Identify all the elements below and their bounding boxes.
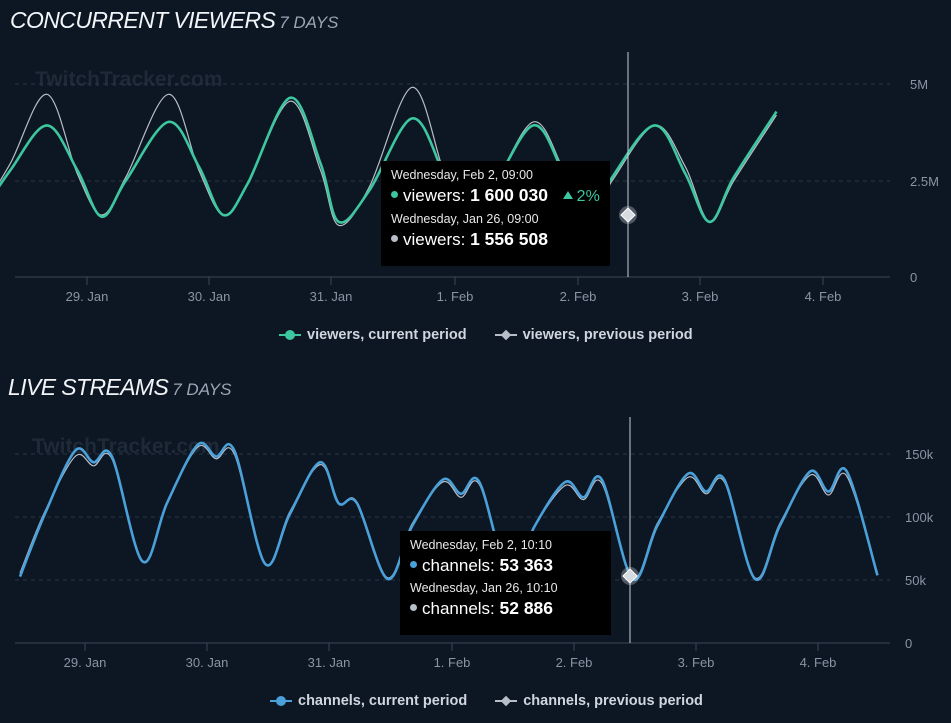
watermark-text: TwitchTracker.com (32, 435, 220, 458)
tooltip-current-row: viewers: 1 600 030 2% (391, 183, 600, 209)
viewers-chart-title: CONCURRENT VIEWERS 7 DAYS (10, 7, 338, 34)
tooltip-previous-label: viewers: (403, 230, 471, 249)
chart-title-period: 7 DAYS (279, 13, 339, 32)
hover-marker (622, 568, 638, 584)
y-tick-label: 100k (905, 510, 934, 525)
tooltip-current-label: viewers: (403, 186, 471, 205)
chart-title-main: CONCURRENT VIEWERS (10, 7, 276, 33)
trend-up-icon (562, 191, 573, 199)
viewers-legend: viewers, current period viewers, previou… (279, 327, 693, 343)
hover-marker (620, 207, 636, 223)
legend-label: channels, previous period (523, 693, 703, 709)
x-tick-label: 3. Feb (678, 655, 715, 670)
current-period-line (0, 96, 778, 224)
viewers-chart-panel: CONCURRENT VIEWERS 7 DAYS TwitchTracker.c… (0, 0, 951, 360)
tooltip-previous-label: channels: (422, 599, 500, 618)
tooltip-previous-date: Wednesday, Jan 26, 09:00 (391, 212, 539, 226)
x-tick-label: 4. Feb (805, 289, 842, 304)
legend-item-viewers-current[interactable]: viewers, current period (279, 327, 467, 343)
x-tick-label: 30. Jan (188, 289, 231, 304)
tooltip-previous-row: channels: 52 886 (410, 596, 601, 621)
x-tick-label: 29. Jan (64, 655, 107, 670)
current-series-dot (410, 561, 417, 569)
x-tick-label: 3. Feb (682, 289, 719, 304)
legend-diamond-marker-icon (494, 329, 517, 341)
y-tick-label: 2.5M (910, 174, 939, 189)
streams-chart[interactable]: TwitchTracker.com 0 50k 100k 150k 29. Jan 30. … (0, 365, 951, 723)
y-tick-label: 50k (905, 573, 926, 588)
previous-series-dot (391, 235, 398, 243)
viewers-chart[interactable]: TwitchTracker.com 0 2.5M 5M 29. Jan 30. Jan 31… (0, 0, 951, 360)
tooltip-previous-date: Wednesday, Jan 26, 10:10 (410, 581, 558, 595)
legend-label: viewers, current period (307, 327, 467, 343)
legend-item-viewers-previous[interactable]: viewers, previous period (494, 327, 693, 343)
legend-circle-marker-icon (279, 329, 301, 341)
x-tick-label: 2. Feb (560, 289, 597, 304)
x-tick-label: 31. Jan (310, 289, 353, 304)
legend-label: channels, current period (298, 693, 468, 709)
legend-circle-marker-icon (270, 695, 292, 707)
previous-series-dot (410, 604, 417, 612)
legend-item-channels-previous[interactable]: channels, previous period (495, 693, 703, 709)
watermark-text: TwitchTracker.com (35, 68, 223, 91)
x-tick-label: 1. Feb (437, 289, 474, 304)
current-series-dot (391, 191, 398, 199)
tooltip-current-date: Wednesday, Feb 2, 10:10 (410, 538, 552, 552)
tooltip-current-label: channels: (422, 556, 500, 575)
streams-chart-panel: LIVE STREAMS 7 DAYS TwitchTracker.com 0 50k… (0, 365, 951, 723)
current-period-line (18, 441, 879, 582)
tooltip-change-value: 2% (576, 188, 600, 205)
chart-title-period: 7 DAYS (172, 380, 232, 399)
viewers-tooltip: Wednesday, Feb 2, 09:00 viewers: 1 600 0… (381, 161, 610, 266)
streams-chart-title: LIVE STREAMS 7 DAYS (8, 374, 231, 401)
legend-diamond-marker-icon (495, 695, 518, 707)
y-tick-label: 150k (905, 447, 934, 462)
legend-label: viewers, previous period (522, 327, 693, 343)
tooltip-current-date: Wednesday, Feb 2, 09:00 (391, 168, 533, 182)
x-tick-label: 1. Feb (434, 655, 471, 670)
tooltip-change-badge: 2% (562, 188, 600, 205)
tooltip-current-value: 53 363 (499, 555, 554, 575)
x-tick-label: 31. Jan (308, 655, 351, 670)
tooltip-previous-value: 1 556 508 (470, 229, 548, 249)
y-tick-label: 5M (910, 77, 928, 92)
y-tick-label: 0 (905, 636, 912, 651)
streams-legend: channels, current period channels, previ… (270, 693, 703, 709)
x-tick-label: 30. Jan (186, 655, 229, 670)
streams-tooltip: Wednesday, Feb 2, 10:10 channels: 53 363… (400, 531, 611, 635)
tooltip-previous-value: 52 886 (499, 598, 554, 618)
tooltip-current-value: 1 600 030 (470, 185, 548, 205)
chart-title-main: LIVE STREAMS (8, 374, 169, 400)
legend-item-channels-current[interactable]: channels, current period (270, 693, 467, 709)
x-tick-label: 2. Feb (556, 655, 593, 670)
tooltip-current-row: channels: 53 363 (410, 553, 601, 578)
tooltip-previous-row: viewers: 1 556 508 (391, 227, 600, 252)
x-tick-label: 4. Feb (800, 655, 837, 670)
x-tick-label: 29. Jan (66, 289, 109, 304)
y-tick-label: 0 (910, 270, 917, 285)
